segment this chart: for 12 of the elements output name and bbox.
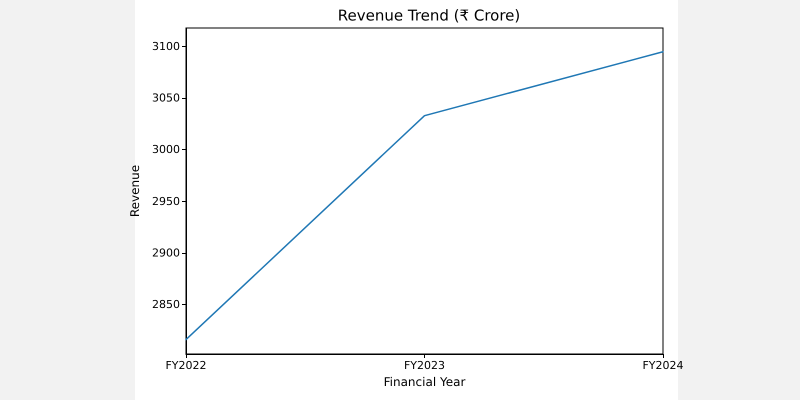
chart-title: Revenue Trend (₹ Crore) <box>338 6 520 24</box>
y-tick-label: 3100 <box>152 40 180 54</box>
y-tick-label: 3050 <box>152 92 180 105</box>
y-tick-label: 2950 <box>152 194 180 208</box>
x-axis-title: Financial Year <box>384 375 466 389</box>
x-tick-label: FY2022 <box>165 359 207 372</box>
y-tick-label: 2850 <box>152 298 180 311</box>
y-tick-label: 2900 <box>152 246 180 260</box>
y-tick-label: 3000 <box>152 143 180 156</box>
x-tick-label: FY2024 <box>642 359 684 372</box>
y-axis-title: Revenue <box>128 164 142 218</box>
x-tick-label: FY2023 <box>404 359 446 372</box>
